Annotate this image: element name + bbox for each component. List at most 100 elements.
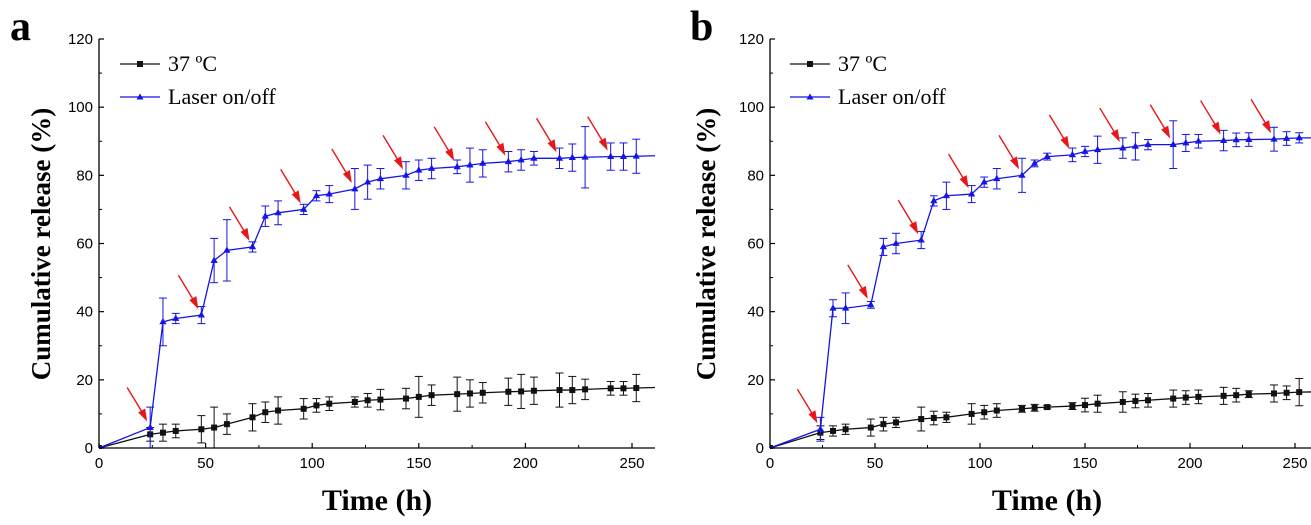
data-point-control-b: [993, 407, 1000, 414]
data-point-control-a: [377, 396, 384, 403]
y-tick-label-b: 60: [747, 236, 764, 253]
laser-arrowhead-a: [189, 296, 199, 310]
data-point-control-a: [364, 397, 371, 404]
x-tick-label-b: 0: [766, 455, 774, 472]
data-point-control-b: [930, 415, 937, 422]
legend-marker-control-b: [807, 61, 813, 67]
data-point-control-b: [981, 409, 988, 416]
data-point-laser-b: [1119, 144, 1127, 151]
series-line-control-b: [770, 391, 1311, 449]
data-point-control-b: [1019, 405, 1025, 412]
data-point-control-b: [1044, 404, 1051, 411]
data-point-control-a: [223, 421, 230, 428]
data-point-laser-a: [453, 162, 461, 170]
x-tick-label-b: 150: [1072, 455, 1097, 472]
data-point-control-b: [943, 414, 950, 421]
data-point-control-b: [1031, 404, 1038, 411]
y-tick-label-a: 0: [85, 440, 93, 457]
laser-arrowhead-b: [1211, 121, 1221, 135]
data-point-control-b: [867, 424, 874, 431]
y-tick-label-a: 100: [68, 99, 93, 116]
data-point-laser-a: [146, 423, 154, 430]
data-point-laser-b: [1169, 140, 1177, 148]
data-point-control-b: [1082, 402, 1088, 409]
data-point-control-a: [172, 427, 179, 434]
data-point-control-a: [582, 386, 589, 393]
data-point-laser-a: [607, 152, 615, 159]
data-point-control-a: [620, 385, 627, 392]
data-point-laser-a: [312, 191, 321, 199]
data-point-laser-b: [1245, 135, 1253, 142]
data-point-laser-a: [274, 208, 282, 216]
data-point-control-a: [569, 387, 576, 394]
data-point-laser-b: [917, 236, 925, 243]
legend-label-control-b: 37 ºC: [838, 51, 887, 76]
data-point-control-b: [1069, 403, 1076, 410]
data-point-control-a: [313, 402, 320, 409]
data-point-laser-b: [942, 191, 950, 199]
data-point-laser-a: [376, 174, 385, 182]
data-point-control-b: [1220, 392, 1227, 399]
data-point-control-b: [880, 421, 887, 428]
data-point-control-a: [479, 389, 486, 396]
legend-label-control-a: 37 ºC: [168, 51, 217, 76]
data-point-control-b: [918, 416, 925, 423]
data-point-laser-b: [1081, 147, 1089, 154]
y-tick-label-a: 20: [76, 372, 93, 389]
laser-arrowhead-b: [1110, 129, 1120, 143]
data-point-control-a: [556, 387, 563, 394]
laser-arrowhead-a: [291, 190, 301, 204]
data-point-laser-a: [223, 246, 231, 253]
panel-b-plot: [770, 98, 1311, 449]
data-point-laser-b: [1018, 171, 1026, 178]
data-point-laser-b: [867, 300, 875, 308]
data-point-laser-a: [210, 256, 218, 263]
data-point-laser-b: [1270, 135, 1278, 142]
data-point-control-a: [659, 384, 665, 390]
y-tick-label-a: 40: [76, 304, 93, 321]
data-point-laser-a: [581, 153, 589, 160]
x-tick-label-a: 100: [300, 455, 325, 472]
laser-arrowhead-b: [808, 410, 818, 424]
data-point-laser-a: [427, 164, 436, 171]
data-point-laser-a: [619, 152, 628, 159]
data-point-control-a: [159, 429, 166, 436]
data-point-control-a: [633, 385, 640, 392]
x-tick-label-a: 50: [197, 455, 214, 472]
y-axis-title-b: Cumulative release (%): [691, 108, 721, 380]
data-point-laser-b: [1232, 135, 1240, 143]
data-point-control-a: [249, 414, 256, 421]
data-point-laser-b: [993, 174, 1001, 182]
laser-arrowhead-b: [1161, 125, 1171, 139]
data-point-control-a: [300, 405, 307, 412]
data-point-laser-b: [1194, 137, 1202, 144]
laser-arrowhead-b: [959, 175, 969, 189]
x-tick-label-b: 100: [967, 455, 992, 472]
data-point-laser-b: [1182, 138, 1190, 146]
data-point-laser-b: [829, 304, 837, 311]
data-point-laser-b: [1131, 142, 1139, 149]
data-point-laser-b: [1043, 152, 1051, 159]
laser-arrowhead-a: [445, 147, 455, 161]
x-tick-label-a: 200: [513, 455, 538, 472]
panel-b: b 0 20 40 60 80 100 120 0 50 100 150 200 250 Cumulat…: [690, 4, 1311, 517]
data-point-control-b: [968, 410, 975, 417]
panel-label-a: a: [10, 4, 31, 50]
legend-marker-laser-b: [806, 93, 814, 100]
data-point-laser-a: [248, 242, 257, 250]
data-point-control-b: [1271, 390, 1277, 397]
data-point-laser-a: [466, 161, 474, 168]
data-point-laser-b: [1068, 150, 1076, 158]
laser-arrowhead-b: [1010, 156, 1019, 170]
y-tick-label-a: 120: [68, 31, 93, 48]
data-point-control-b: [1283, 389, 1290, 396]
panel-label-b: b: [690, 4, 713, 50]
panel-a: a 0 20 40 60 80 100 120 0 50 100 150 200 250 Cumulat…: [10, 4, 665, 517]
data-point-control-b: [1245, 391, 1252, 398]
laser-arrowhead-a: [598, 137, 608, 151]
data-point-laser-a: [530, 154, 538, 161]
data-point-laser-a: [555, 154, 564, 161]
y-tick-label-a: 80: [76, 167, 93, 184]
laser-arrowhead-a: [240, 227, 250, 241]
